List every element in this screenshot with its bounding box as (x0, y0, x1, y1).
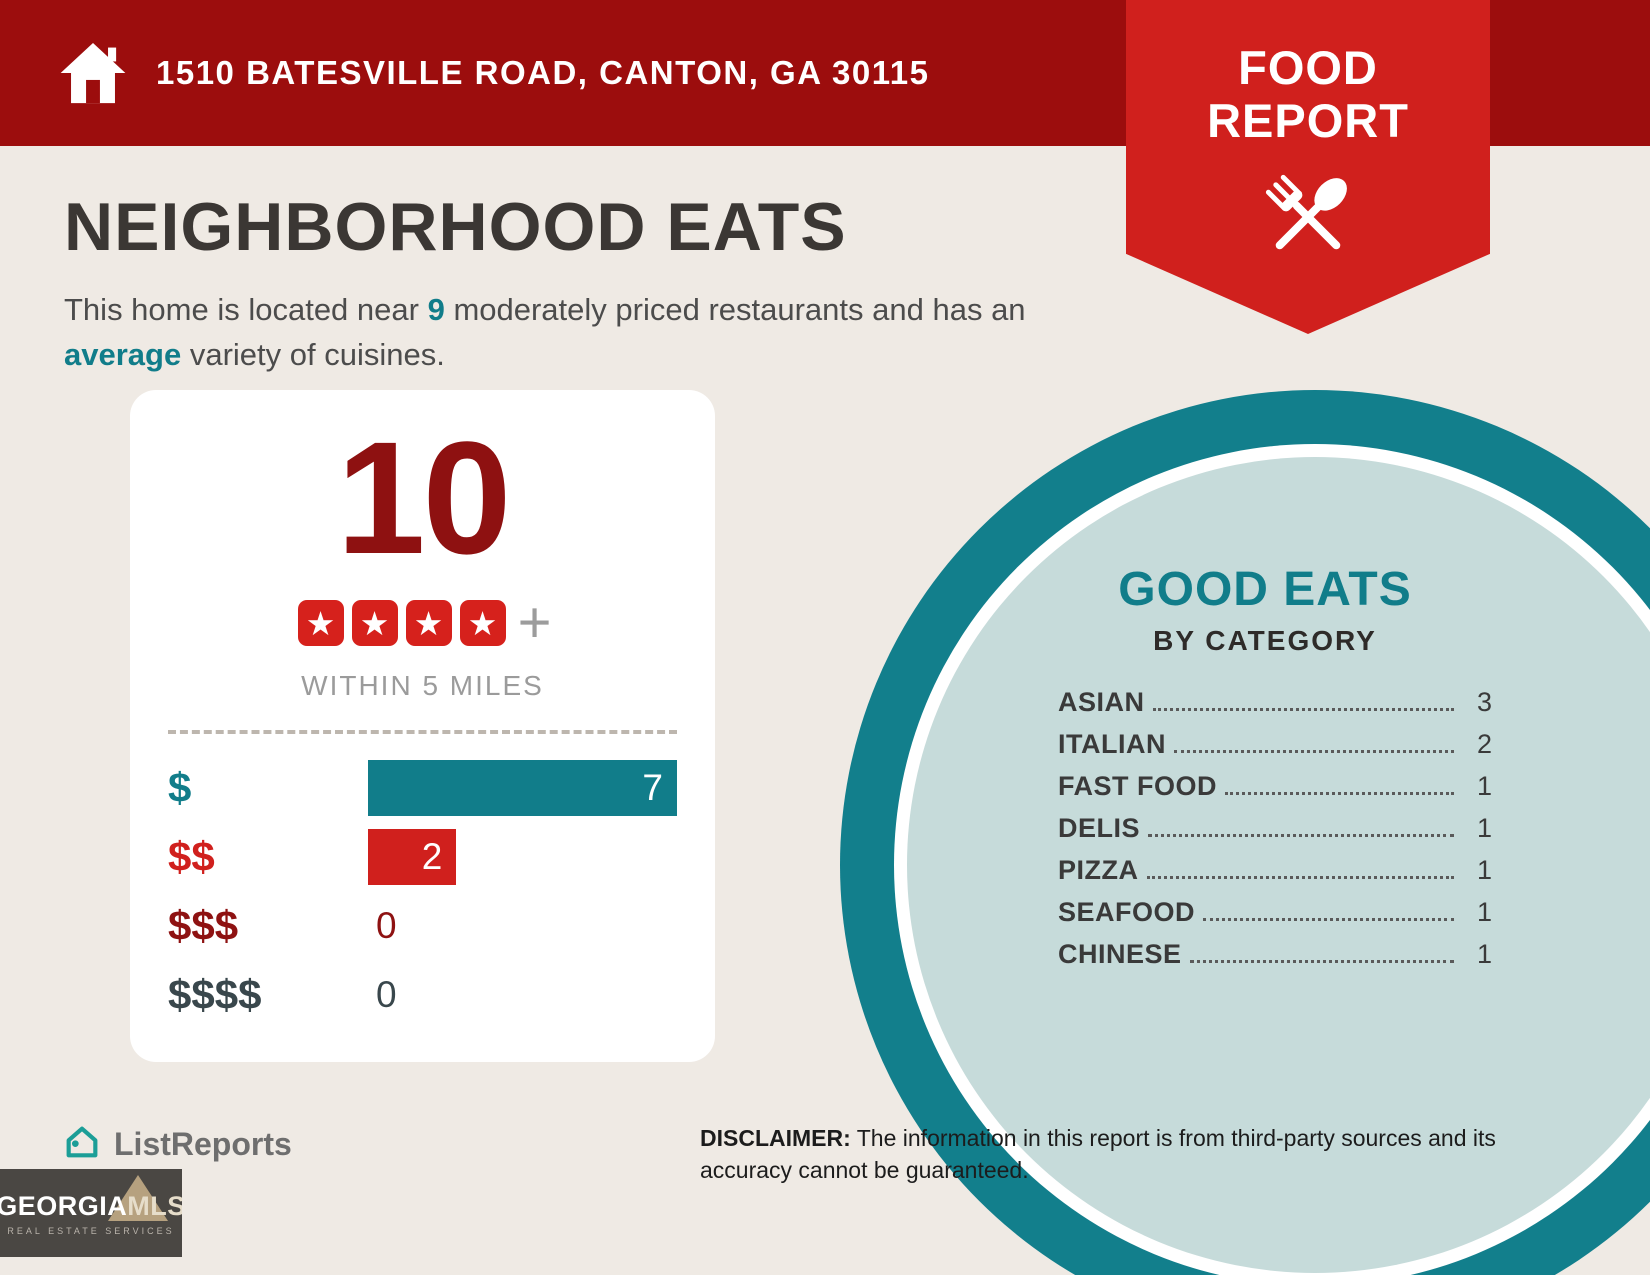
crossed-utensils-icon (1126, 157, 1490, 282)
georgia-mls-logo: GEORGIAMLS REAL ESTATE SERVICES (0, 1169, 182, 1257)
listreports-wordmark: ListReports (114, 1126, 292, 1162)
dashed-divider (168, 730, 677, 734)
bar-track: 2 (368, 829, 677, 885)
intro-text-after: variety of cuisines. (181, 336, 445, 372)
star-icon: ★ (459, 600, 506, 646)
price-label: $$ (168, 833, 215, 880)
circle-inner-fill (907, 457, 1650, 1273)
good-eats-panel: GOOD EATS BY CATEGORY ASIAN 3 ITALIAN 2 FA… (1030, 562, 1500, 981)
mountain-icon (108, 1175, 168, 1221)
good-eats-title: GOOD EATS (1118, 563, 1412, 616)
mls-tagline: REAL ESTATE SERVICES (7, 1225, 175, 1236)
dotted-leader (1189, 960, 1454, 963)
by-category-subtitle: BY CATEGORY (1153, 625, 1377, 656)
price-label: $ (168, 764, 192, 811)
bar-value: 2 (421, 836, 443, 877)
bar: 2 (368, 829, 457, 885)
price-label: $$$ (168, 902, 239, 949)
price-bar-chart: $ 7 $$ 2 $$$ 0 $$$$ 0 (168, 760, 677, 1023)
bar-value: 0 (376, 974, 397, 1015)
category-row: SEAFOOD 1 (1058, 897, 1492, 939)
dotted-leader (1203, 918, 1454, 921)
intro-text-middle: moderately priced restaurants and has an (444, 292, 1026, 327)
category-row: FAST FOOD 1 (1058, 771, 1492, 813)
circle-white-ring (894, 444, 1650, 1275)
star-icon: ★ (297, 600, 344, 646)
category-row: ITALIAN 2 (1058, 729, 1492, 771)
category-value: 1 (1476, 855, 1492, 885)
radius-label: WITHIN 5 MILES (301, 670, 544, 701)
price-row-1: $ 7 (168, 760, 677, 816)
food-report-badge: FOOD REPORT (1126, 0, 1490, 334)
star-rating: ★ ★ ★ ★ + (168, 594, 677, 652)
star-icon: ★ (351, 600, 398, 646)
category-value: 1 (1476, 813, 1492, 843)
mls-wordmark-part2: MLS (127, 1190, 182, 1221)
mls-wordmark: GEORGIAMLS (0, 1191, 182, 1222)
category-value: 2 (1476, 729, 1492, 759)
category-label: FAST FOOD (1058, 771, 1217, 801)
intro-text-before: This home is located near (64, 292, 428, 327)
badge-line2: REPORT (1207, 93, 1409, 147)
category-label: PIZZA (1058, 855, 1139, 885)
bar: 0 (368, 898, 677, 954)
plus-sign: + (517, 590, 552, 655)
disclaimer: DISCLAIMER: The information in this repo… (700, 1122, 1530, 1186)
bar-value: 0 (376, 905, 397, 946)
category-label: SEAFOOD (1058, 897, 1196, 927)
bar-track: 0 (368, 967, 677, 1023)
dotted-leader (1146, 876, 1454, 879)
badge-line1: FOOD (1238, 41, 1378, 94)
category-list: ASIAN 3 ITALIAN 2 FAST FOOD 1 DELIS 1 PIZZA 1… (1030, 687, 1500, 981)
price-row-3: $$$ 0 (168, 898, 677, 954)
summary-card: 10 ★ ★ ★ ★ + WITHIN 5 MILES $ 7 $$ 2 $$$ (130, 390, 715, 1062)
property-address: 1510 BATESVILLE ROAD, CANTON, GA 30115 (156, 54, 930, 91)
mls-wordmark-part1: GEORGIA (0, 1190, 128, 1221)
category-label: ITALIAN (1058, 729, 1166, 759)
category-value: 1 (1476, 939, 1492, 969)
category-row: DELIS 1 (1058, 813, 1492, 855)
bar-track: 0 (368, 898, 677, 954)
intro-section: NEIGHBORHOOD EATS This home is located n… (64, 188, 1094, 378)
category-label: DELIS (1058, 813, 1141, 843)
star-rating-stars: ★ ★ ★ ★ (294, 600, 510, 646)
dotted-leader (1152, 708, 1454, 711)
restaurant-total: 10 (336, 408, 512, 587)
category-label: CHINESE (1058, 939, 1182, 969)
intro-text: This home is located near 9 moderately p… (64, 288, 1094, 378)
listreports-house-icon (62, 1122, 102, 1167)
home-icon (56, 36, 130, 110)
disclaimer-label: DISCLAIMER: (700, 1125, 851, 1151)
star-icon: ★ (405, 600, 452, 646)
category-value: 1 (1476, 771, 1492, 801)
listreports-logo: ListReports (62, 1122, 292, 1167)
bar-value: 7 (642, 767, 663, 808)
dotted-leader (1225, 792, 1454, 795)
category-value: 1 (1476, 897, 1492, 927)
price-label: $$$$ (168, 971, 262, 1018)
category-row: CHINESE 1 (1058, 939, 1492, 981)
category-row: PIZZA 1 (1058, 855, 1492, 897)
price-row-2: $$ 2 (168, 829, 677, 885)
good-eats-circle (840, 390, 1650, 1275)
bar: 7 (368, 760, 677, 816)
disclaimer-text: The information in this report is from t… (700, 1125, 1496, 1184)
bar: 0 (368, 967, 677, 1023)
category-row: ASIAN 3 (1058, 687, 1492, 729)
page-title: NEIGHBORHOOD EATS (64, 189, 847, 265)
badge-title: FOOD REPORT (1126, 41, 1490, 147)
category-value: 3 (1476, 687, 1492, 717)
dotted-leader (1173, 750, 1454, 753)
variety-highlight: average (64, 336, 182, 372)
restaurant-count: 9 (427, 292, 445, 327)
bar-track: 7 (368, 760, 677, 816)
category-label: ASIAN (1058, 687, 1145, 717)
dotted-leader (1148, 834, 1454, 837)
price-row-4: $$$$ 0 (168, 967, 677, 1023)
